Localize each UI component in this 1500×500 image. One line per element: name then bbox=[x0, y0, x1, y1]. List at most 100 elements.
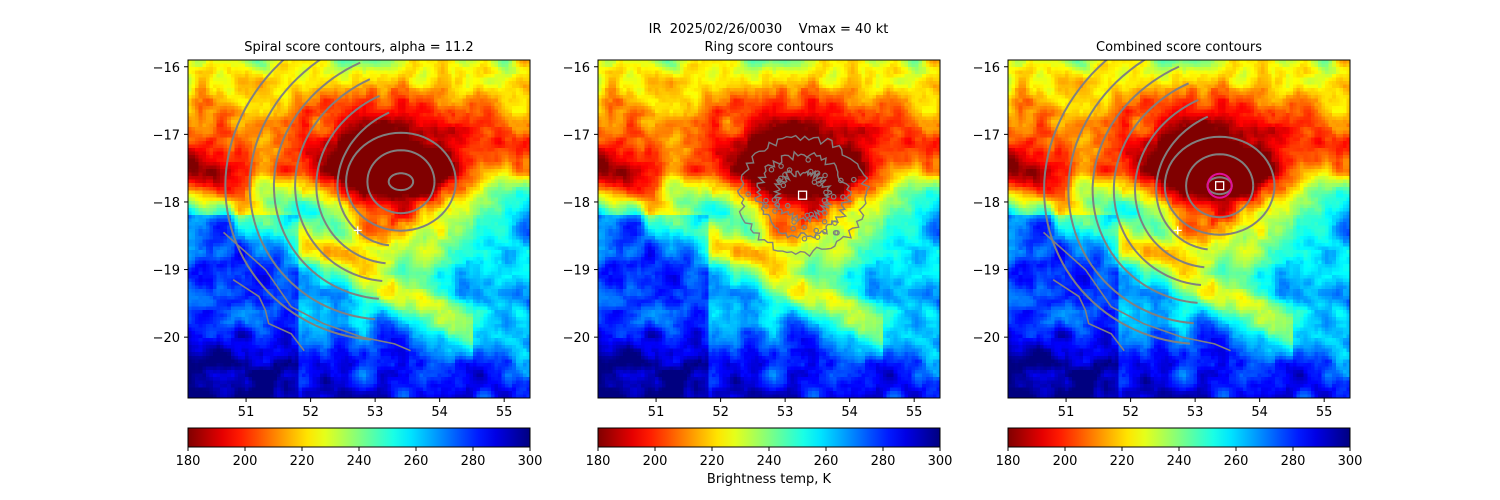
score-contour bbox=[763, 197, 769, 204]
colorbar-panel-1 bbox=[187, 427, 531, 448]
colorbar-tick-label: 280 bbox=[1281, 454, 1306, 469]
colorbar-label: Brightness temp, K bbox=[706, 472, 832, 487]
score-contour bbox=[822, 210, 828, 216]
score-contour bbox=[387, 172, 415, 192]
x-tick-label: 52 bbox=[712, 405, 729, 420]
score-contour bbox=[1185, 153, 1255, 219]
score-contour bbox=[1052, 279, 1125, 352]
score-contour bbox=[224, 60, 372, 341]
score-contour bbox=[754, 150, 853, 239]
combined-center-circle bbox=[1206, 172, 1233, 199]
score-contour bbox=[1155, 115, 1209, 251]
heatmap-image-panel-1 bbox=[188, 60, 530, 398]
x-tick-label: 52 bbox=[1122, 405, 1139, 420]
colorbar-tick-label: 260 bbox=[1224, 454, 1249, 469]
y-tick-label: −18 bbox=[153, 196, 180, 211]
y-tick-label: −19 bbox=[563, 264, 590, 279]
score-contour bbox=[780, 182, 787, 189]
score-contour bbox=[336, 111, 390, 247]
y-tick-label: −18 bbox=[563, 196, 590, 211]
colorbar-tick-label: 180 bbox=[176, 454, 201, 469]
colorbar-tick-label: 200 bbox=[1053, 454, 1078, 469]
score-contour bbox=[745, 191, 752, 198]
x-tick-label: 54 bbox=[1251, 405, 1268, 420]
combined-center-marker bbox=[1215, 181, 1225, 191]
x-tick-label: 55 bbox=[906, 405, 923, 420]
panel-3-title: Combined score contours bbox=[1096, 40, 1262, 55]
score-contour bbox=[774, 202, 781, 208]
x-tick-label: 51 bbox=[238, 405, 255, 420]
x-tick-label: 53 bbox=[367, 405, 384, 420]
panel-1-title: Spiral score contours, alpha = 11.2 bbox=[244, 40, 474, 55]
score-contour bbox=[222, 231, 411, 352]
y-tick-label: −20 bbox=[153, 331, 180, 346]
y-tick-label: −20 bbox=[563, 331, 590, 346]
score-contour bbox=[832, 220, 838, 226]
score-contour bbox=[1091, 65, 1198, 304]
colorbar-tick-label: 200 bbox=[643, 454, 668, 469]
panel-3: 51 52 53 54 55 −16 −17 −18 −19 −20 180 200 220 240 260… bbox=[973, 59, 1363, 469]
score-contour bbox=[811, 179, 818, 185]
score-contour bbox=[1067, 60, 1194, 325]
score-contour bbox=[821, 197, 828, 204]
y-tick-label: −16 bbox=[153, 61, 180, 76]
colorbar-tick-label: 220 bbox=[290, 454, 315, 469]
score-contour bbox=[778, 163, 784, 169]
score-contour bbox=[784, 202, 791, 209]
y-tick-label: −18 bbox=[973, 196, 1000, 211]
colorbar-tick-label: 240 bbox=[757, 454, 782, 469]
x-tick-label: 52 bbox=[302, 405, 319, 420]
axes-frame bbox=[187, 59, 531, 399]
score-contour bbox=[772, 208, 778, 214]
panel-1: 51 52 53 54 55 −16 −17 −18 −19 −20 180 200 220 240 260… bbox=[153, 59, 542, 469]
score-contour bbox=[830, 193, 837, 200]
colorbar-tick-label: 280 bbox=[871, 454, 896, 469]
score-contour bbox=[807, 168, 814, 175]
score-contour bbox=[786, 167, 793, 173]
colorbar-tick-label: 180 bbox=[586, 454, 611, 469]
score-contour bbox=[790, 225, 796, 232]
colorbar-tick-label: 240 bbox=[1167, 454, 1192, 469]
score-contour bbox=[763, 203, 769, 209]
score-contour bbox=[808, 211, 815, 218]
score-contour bbox=[838, 177, 844, 184]
y-tick-label: −17 bbox=[973, 128, 1000, 143]
axes-frame bbox=[1007, 59, 1351, 399]
colorbar-tick-label: 220 bbox=[700, 454, 725, 469]
colorbar-tick-label: 300 bbox=[1338, 454, 1363, 469]
colorbar-tick-label: 300 bbox=[928, 454, 953, 469]
colorbar-tick-label: 220 bbox=[1110, 454, 1135, 469]
score-contour bbox=[782, 171, 788, 178]
y-tick-label: −17 bbox=[563, 128, 590, 143]
contours-panel-1 bbox=[222, 60, 457, 352]
score-contour bbox=[814, 170, 821, 176]
colorbar-panel-2 bbox=[597, 427, 941, 448]
y-tick-label: −20 bbox=[973, 331, 1000, 346]
x-tick-label: 54 bbox=[841, 405, 858, 420]
colorbar-tick-label: 280 bbox=[461, 454, 486, 469]
center-marker bbox=[1173, 226, 1182, 235]
score-contour bbox=[805, 157, 812, 163]
score-contour bbox=[791, 219, 797, 225]
score-contour bbox=[1133, 99, 1205, 269]
colorbar-tick-label: 200 bbox=[233, 454, 258, 469]
colorbar-tick-label: 180 bbox=[996, 454, 1021, 469]
score-contour bbox=[851, 176, 857, 183]
score-contour bbox=[801, 235, 808, 242]
score-contour bbox=[771, 197, 778, 203]
score-contour bbox=[840, 194, 846, 200]
heatmap-image-panel-2 bbox=[598, 60, 940, 398]
x-tick-label: 51 bbox=[648, 405, 665, 420]
center-marker bbox=[797, 190, 808, 200]
x-tick-label: 55 bbox=[496, 405, 513, 420]
panel-2-title: Ring score contours bbox=[704, 40, 834, 55]
score-contour bbox=[813, 227, 820, 234]
figure-suptitle: IR 2025/02/26/0030 Vmax = 40 kt bbox=[648, 22, 889, 37]
y-tick-label: −19 bbox=[153, 264, 180, 279]
colorbar-panel-3 bbox=[1007, 427, 1351, 448]
colorbar-tick-label: 260 bbox=[404, 454, 429, 469]
y-tick-label: −19 bbox=[973, 264, 1000, 279]
score-contour bbox=[772, 169, 833, 224]
y-tick-label: −16 bbox=[563, 61, 590, 76]
